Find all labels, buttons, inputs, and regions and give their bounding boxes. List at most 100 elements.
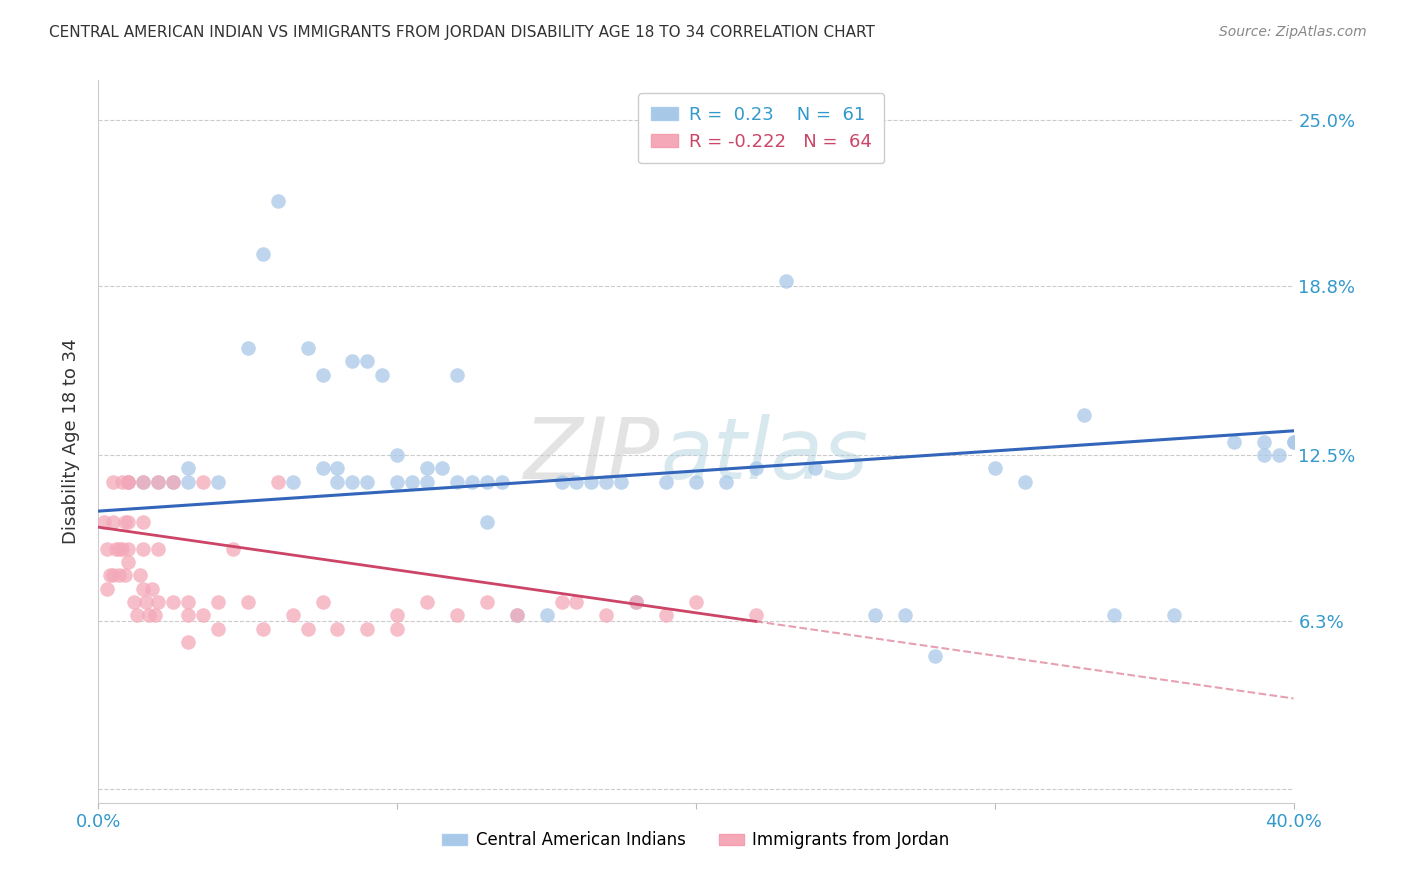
Point — [745, 608, 768, 623]
Point — [1282, 434, 1305, 449]
Point — [162, 475, 184, 489]
Point — [177, 595, 200, 609]
Text: Source: ZipAtlas.com: Source: ZipAtlas.com — [1219, 25, 1367, 39]
Point — [103, 568, 125, 582]
Point — [114, 568, 136, 582]
Point — [129, 568, 152, 582]
Point — [506, 608, 529, 623]
Point — [356, 354, 378, 368]
Point — [446, 475, 468, 489]
Point — [138, 608, 160, 623]
Point — [595, 608, 617, 623]
Point — [385, 448, 409, 462]
Point — [1014, 475, 1036, 489]
Point — [371, 368, 394, 382]
Point — [132, 515, 155, 529]
Point — [416, 475, 439, 489]
Point — [114, 515, 136, 529]
Point — [356, 475, 378, 489]
Point — [775, 274, 797, 288]
Point — [446, 368, 468, 382]
Text: atlas: atlas — [661, 415, 868, 498]
Point — [103, 515, 125, 529]
Point — [475, 515, 498, 529]
Point — [252, 247, 274, 261]
Point — [550, 475, 572, 489]
Point — [536, 608, 558, 623]
Point — [98, 568, 122, 582]
Point — [108, 541, 131, 556]
Legend: Central American Indians, Immigrants from Jordan: Central American Indians, Immigrants fro… — [436, 824, 956, 856]
Point — [111, 475, 134, 489]
Point — [281, 475, 304, 489]
Point — [745, 461, 768, 475]
Point — [177, 475, 200, 489]
Point — [626, 595, 648, 609]
Point — [267, 475, 290, 489]
Point — [626, 595, 648, 609]
Point — [148, 475, 170, 489]
Point — [385, 622, 409, 636]
Point — [1253, 434, 1275, 449]
Point — [655, 475, 678, 489]
Point — [1073, 408, 1095, 422]
Point — [326, 475, 349, 489]
Point — [311, 595, 333, 609]
Point — [1104, 608, 1126, 623]
Point — [297, 341, 319, 355]
Point — [430, 461, 453, 475]
Point — [326, 461, 349, 475]
Point — [148, 541, 170, 556]
Point — [117, 475, 139, 489]
Point — [506, 608, 529, 623]
Point — [148, 595, 170, 609]
Point — [385, 475, 409, 489]
Point — [714, 475, 737, 489]
Point — [461, 475, 484, 489]
Text: ZIP: ZIP — [524, 415, 661, 498]
Point — [207, 595, 229, 609]
Point — [326, 622, 349, 636]
Point — [475, 475, 498, 489]
Point — [894, 608, 917, 623]
Point — [132, 475, 155, 489]
Point — [252, 622, 274, 636]
Point — [191, 475, 214, 489]
Point — [162, 475, 184, 489]
Point — [135, 595, 157, 609]
Point — [96, 582, 118, 596]
Point — [117, 541, 139, 556]
Point — [342, 354, 364, 368]
Point — [385, 608, 409, 623]
Point — [610, 475, 633, 489]
Point — [222, 541, 245, 556]
Point — [124, 595, 146, 609]
Point — [103, 475, 125, 489]
Point — [565, 475, 588, 489]
Point — [207, 475, 229, 489]
Point — [342, 475, 364, 489]
Point — [1253, 448, 1275, 462]
Point — [1163, 608, 1185, 623]
Point — [105, 541, 128, 556]
Point — [550, 595, 572, 609]
Point — [117, 475, 139, 489]
Point — [117, 515, 139, 529]
Point — [685, 475, 707, 489]
Point — [804, 461, 827, 475]
Point — [655, 608, 678, 623]
Point — [281, 608, 304, 623]
Point — [267, 194, 290, 208]
Text: CENTRAL AMERICAN INDIAN VS IMMIGRANTS FROM JORDAN DISABILITY AGE 18 TO 34 CORREL: CENTRAL AMERICAN INDIAN VS IMMIGRANTS FR… — [49, 25, 875, 40]
Point — [111, 541, 134, 556]
Point — [924, 648, 946, 663]
Point — [865, 608, 887, 623]
Point — [401, 475, 423, 489]
Point — [984, 461, 1007, 475]
Point — [132, 541, 155, 556]
Point — [311, 461, 333, 475]
Point — [491, 475, 513, 489]
Point — [143, 608, 166, 623]
Point — [162, 595, 184, 609]
Point — [1223, 434, 1246, 449]
